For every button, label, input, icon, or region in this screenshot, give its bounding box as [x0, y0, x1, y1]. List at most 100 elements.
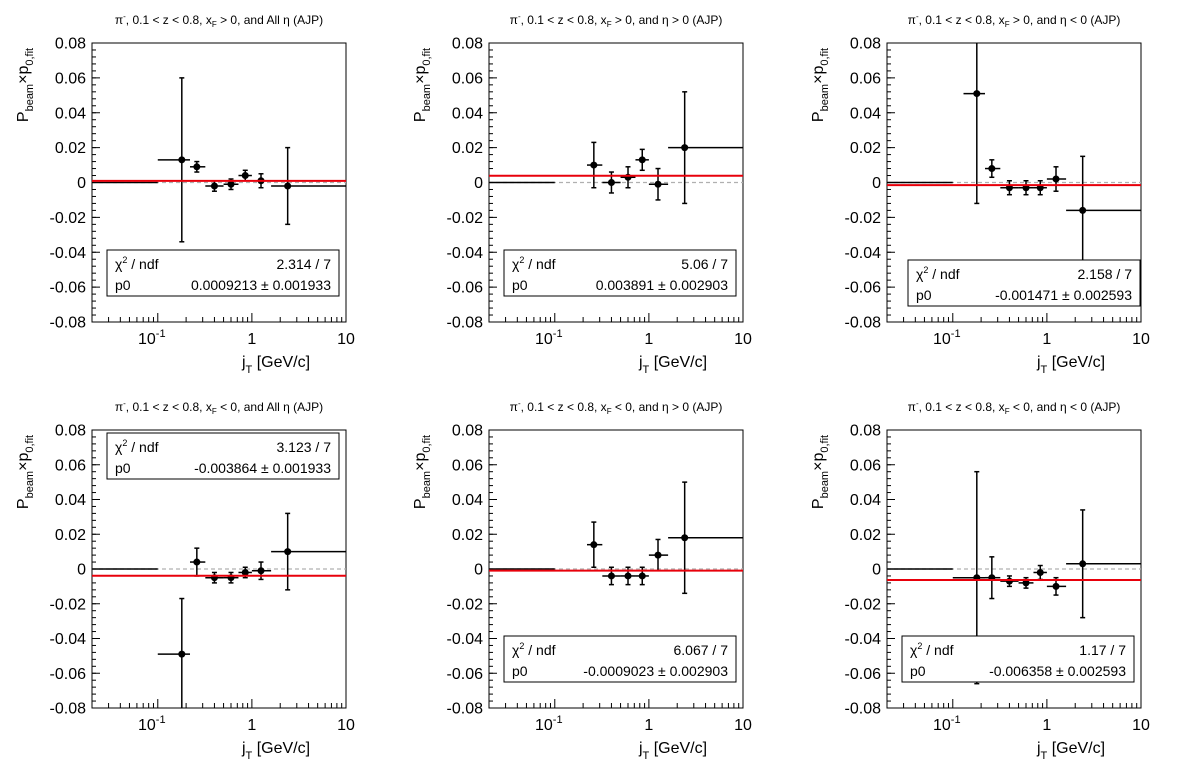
y-tick-label: 0.06 — [850, 70, 881, 87]
y-tick-label: 0.08 — [850, 423, 881, 440]
y-tick-label: 0.02 — [452, 140, 483, 157]
chi2-rest: / ndf — [524, 642, 555, 658]
data-point-6 — [1033, 564, 1047, 581]
y-title-times-p: ×p — [15, 453, 32, 471]
chi2-ndf-label: χ2 / ndf — [115, 255, 159, 272]
y-title-times-p: ×p — [810, 66, 827, 84]
y-tick-label: 0.04 — [452, 105, 483, 122]
y-tick-label: -0.04 — [50, 631, 87, 648]
title-eta: η — [1060, 13, 1067, 27]
x-title-sub: T — [643, 750, 650, 762]
x-tick-label-0.1: 10-1 — [535, 714, 563, 734]
y-tick-label: 0.04 — [55, 105, 86, 122]
y-tick-label: -0.02 — [845, 210, 882, 227]
x-tick-label-10: 10 — [337, 331, 355, 348]
title-part2: > 0, and — [612, 13, 662, 27]
x-title-sub: T — [1041, 364, 1048, 376]
title-part1: , 0.1 < z < 0.8, x — [126, 13, 212, 27]
y-tick-label: 0.06 — [452, 457, 483, 474]
y-tick-label: 0.08 — [850, 36, 881, 53]
y-tick-label: 0.04 — [850, 492, 881, 509]
x-title-j: j — [241, 354, 246, 371]
y-axis-title: Pbeam×p0,fit — [412, 48, 433, 122]
title-part2: > 0, and — [1010, 13, 1060, 27]
data-point-4 — [205, 571, 224, 584]
marker — [624, 572, 632, 580]
p0-plus-minus: ± — [257, 460, 272, 476]
marker — [257, 567, 265, 575]
y-tick-label: -0.06 — [845, 280, 882, 297]
y-tick-label: -0.06 — [50, 280, 87, 297]
y-tick-label: -0.04 — [845, 245, 882, 262]
chi2-sup: 2 — [122, 255, 127, 265]
y-tick-label: 0.02 — [55, 140, 86, 157]
chi2-ndf-label: χ2 / ndf — [512, 255, 556, 272]
title-part2: < 0, and — [612, 400, 662, 414]
p0-plus-minus: ± — [1058, 287, 1073, 303]
x-title-unit: [GeV/c] — [252, 354, 310, 371]
marker — [1022, 579, 1030, 587]
chi2-symbol: χ — [512, 642, 520, 658]
marker — [590, 541, 598, 549]
p0-number: -0.006358 — [989, 663, 1052, 679]
marker — [1005, 577, 1013, 585]
stats-border — [901, 635, 1135, 683]
data-point-7 — [1046, 166, 1067, 192]
stats-border — [106, 249, 340, 297]
p0-label: p0 — [115, 460, 131, 476]
panel-1: π-, 0.1 < z < 0.8, xF > 0, and All η (AJ… — [15, 12, 355, 376]
stats-border — [503, 635, 737, 683]
p0-error: 0.002593 — [1068, 663, 1127, 679]
p0-value: -0.0009023 ± 0.002903 — [583, 663, 728, 679]
data-point-5 — [635, 148, 649, 172]
y-title-sub-beam: beam — [819, 471, 831, 499]
marker — [590, 161, 598, 169]
marker — [654, 180, 662, 188]
x-axis-title: jT [GeV/c] — [638, 740, 707, 762]
data-point-8 — [271, 512, 346, 591]
fit-stats-box: χ2 / ndf 2.158 / 7 p0 -0.001471 ± 0.002593 — [907, 259, 1141, 307]
panel-6: π-, 0.1 < z < 0.8, xF < 0, and η < 0 (AJ… — [810, 399, 1150, 762]
x-tick-exponent: -1 — [951, 714, 961, 726]
title-eta: η — [1060, 400, 1067, 414]
panel-title: π-, 0.1 < z < 0.8, xF < 0, and All η (AJ… — [115, 399, 323, 416]
x-tick-label-1: 1 — [247, 717, 256, 734]
p0-value: 0.0009213 ± 0.001933 — [191, 277, 331, 293]
x-title-sub: T — [246, 750, 253, 762]
y-title-sub-fit: 0,fit — [421, 435, 433, 453]
p0-number: -0.003864 — [194, 460, 257, 476]
title-eta: η — [283, 400, 290, 414]
y-tick-label: -0.06 — [447, 280, 484, 297]
title-part3: (AJP) — [290, 400, 323, 414]
data-point-5 — [1018, 576, 1034, 589]
x-title-unit: [GeV/c] — [649, 354, 707, 371]
stats-border — [503, 249, 737, 297]
y-title-times-p: ×p — [15, 66, 32, 84]
x-tick-base: 10 — [535, 331, 553, 348]
chi2-sup: 2 — [122, 438, 127, 448]
data-point-4 — [1000, 575, 1019, 588]
data-point-5 — [223, 178, 239, 191]
stats-border — [106, 432, 340, 480]
stats-border — [907, 259, 1141, 307]
x-tick-label-1: 1 — [247, 331, 256, 348]
x-tick-label-0.1: 10-1 — [933, 714, 961, 734]
marker — [654, 551, 662, 559]
y-tick-label: -0.04 — [845, 631, 882, 648]
marker — [988, 165, 996, 173]
title-x-sub: F — [607, 20, 612, 29]
x-tick-exponent: -1 — [553, 328, 563, 340]
x-tick-label-10: 10 — [337, 717, 355, 734]
y-tick-label: -0.04 — [50, 245, 87, 262]
data-point-8 — [1066, 509, 1141, 619]
fit-stats-box: χ2 / ndf 2.314 / 7 p0 0.0009213 ± 0.001933 — [106, 249, 340, 297]
y-title-sub-fit: 0,fit — [819, 48, 831, 66]
marker — [284, 548, 292, 556]
y-title-sub-beam: beam — [24, 84, 36, 112]
x-title-j: j — [638, 354, 643, 371]
data-point-5 — [223, 571, 239, 584]
p0-value: -0.001471 ± 0.002593 — [995, 287, 1132, 303]
x-title-j: j — [1036, 740, 1041, 757]
y-tick-label: -0.02 — [50, 210, 87, 227]
x-tick-base: 10 — [138, 717, 156, 734]
